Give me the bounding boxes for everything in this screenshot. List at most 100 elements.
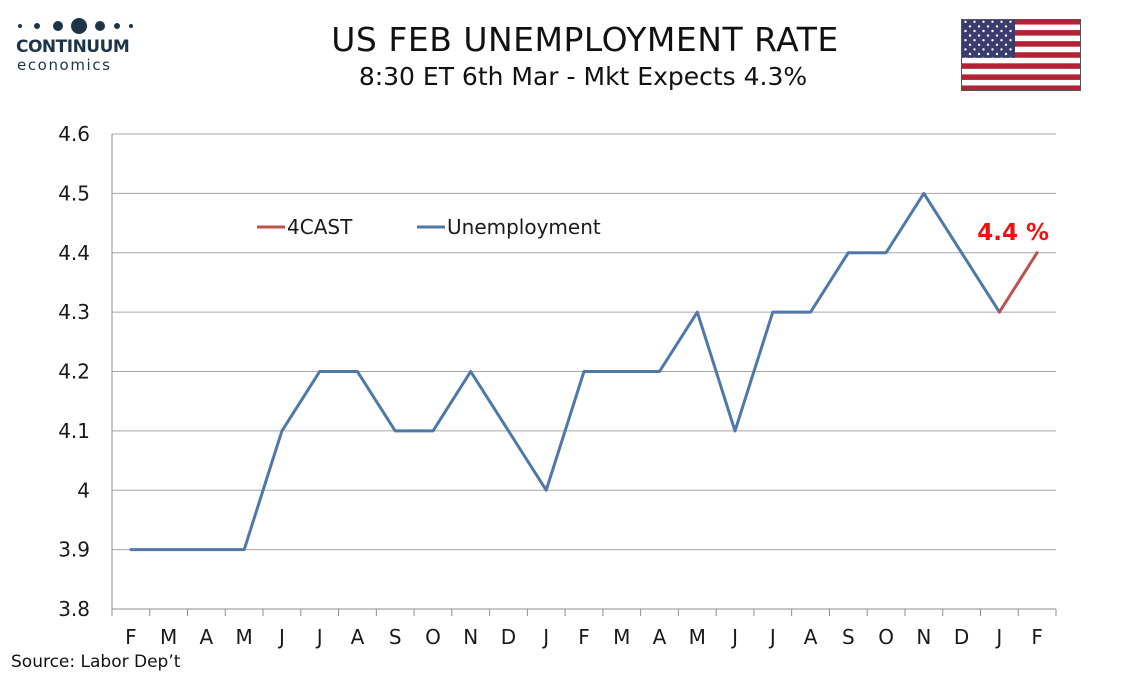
- flag-star: [964, 39, 967, 42]
- flag-star: [982, 39, 985, 42]
- flag-star: [1009, 48, 1012, 51]
- flag-star: [1000, 57, 1003, 60]
- x-tick-label: J: [315, 625, 323, 649]
- flag-star: [995, 43, 999, 46]
- flag-stripe: [961, 63, 1081, 69]
- us-flag-icon: [961, 19, 1081, 91]
- flag-star: [1000, 20, 1003, 23]
- x-tick-label: J: [541, 625, 549, 649]
- flag-star: [973, 48, 976, 51]
- flag-star: [995, 25, 999, 28]
- x-tick-label: M: [613, 625, 630, 649]
- x-tick-label: J: [768, 625, 776, 649]
- x-tick-label: D: [501, 625, 516, 649]
- x-tick-label: O: [878, 625, 894, 649]
- y-tick-label: 3.9: [58, 538, 90, 562]
- flag-star: [982, 57, 985, 60]
- x-tick-label: S: [842, 625, 855, 649]
- flag-star: [964, 29, 967, 33]
- y-tick-label: 4.4: [58, 241, 90, 265]
- x-tick-label: A: [200, 625, 214, 649]
- flag-star: [982, 20, 985, 23]
- x-tick-label: J: [730, 625, 738, 649]
- y-tick-label: 4.5: [58, 181, 90, 205]
- flag-star: [1009, 57, 1012, 60]
- flag-star: [991, 39, 994, 42]
- y-tick-label: 4.6: [58, 122, 90, 146]
- flag-stripe: [961, 85, 1081, 91]
- y-tick-label: 4: [77, 478, 90, 502]
- flag-star: [973, 39, 976, 42]
- flag-stripe: [961, 41, 1081, 47]
- x-tick-label: A: [351, 625, 365, 649]
- flag-star: [995, 34, 999, 37]
- y-tick-label: 4.3: [58, 300, 90, 324]
- x-tick-label: M: [236, 625, 253, 649]
- y-tick-label: 4.1: [58, 419, 90, 443]
- flag-star: [977, 25, 981, 28]
- flag-star: [986, 25, 990, 28]
- flag-star: [977, 52, 981, 56]
- flag-star: [1004, 52, 1008, 56]
- continuum-economics-logo: CONTINUUM economics: [14, 14, 144, 76]
- flag-star: [964, 57, 967, 60]
- forecast-annotation: 4.4 %: [977, 220, 1049, 246]
- logo-wordmark: CONTINUUM: [16, 37, 130, 57]
- flag-star: [968, 25, 972, 28]
- flag-star: [995, 52, 999, 56]
- flag-star: [1009, 20, 1012, 23]
- chart-source: Source: Labor Dep’t: [11, 652, 181, 672]
- flag-star: [982, 48, 985, 51]
- flag-stripe: [961, 52, 1081, 58]
- flag-star: [1004, 34, 1008, 37]
- flag-star: [973, 57, 976, 60]
- x-tick-label: F: [578, 625, 590, 649]
- forecast-line: [997, 251, 1039, 314]
- flag-stripe: [961, 30, 1081, 36]
- flag-star: [991, 57, 994, 60]
- flag-star: [977, 34, 981, 37]
- flag-star: [1000, 48, 1003, 51]
- y-tick-label: 4.2: [58, 360, 90, 384]
- flag-stripe: [961, 74, 1081, 80]
- legend-label-4cast: 4CAST: [287, 215, 353, 239]
- flag-star: [1009, 39, 1012, 42]
- flag-star: [986, 43, 990, 46]
- x-tick-label: A: [653, 625, 667, 649]
- flag-star: [991, 29, 994, 33]
- x-tick-label: O: [425, 625, 441, 649]
- flag-star: [973, 29, 976, 33]
- flag-star: [1009, 29, 1012, 33]
- x-tick-label: F: [125, 625, 137, 649]
- flag-star: [964, 20, 967, 23]
- x-tick-label: M: [689, 625, 706, 649]
- x-tick-label: A: [804, 625, 818, 649]
- flag-star: [982, 29, 985, 33]
- flag-star: [986, 34, 990, 37]
- flag-star: [973, 20, 976, 23]
- logo-subtext: economics: [17, 56, 112, 74]
- flag-border: [961, 19, 1081, 91]
- flag-star: [964, 48, 967, 51]
- logo-dots-icon: [18, 18, 133, 34]
- x-tick-label: D: [954, 625, 969, 649]
- flag-star: [991, 20, 994, 23]
- chart-subtitle: 8:30 ET 6th Mar - Mkt Expects 4.3%: [358, 62, 808, 91]
- x-tick-label: M: [160, 625, 177, 649]
- unemployment-line: [129, 191, 1001, 552]
- flag-star: [977, 43, 981, 46]
- flag-star: [991, 48, 994, 51]
- x-tick-label: J: [994, 625, 1002, 649]
- x-tick-label: F: [1031, 625, 1043, 649]
- flag-star: [968, 43, 972, 46]
- flag-star: [968, 34, 972, 37]
- flag-star: [1000, 29, 1003, 33]
- x-tick-label: S: [389, 625, 402, 649]
- flag-star: [1004, 43, 1008, 46]
- flag-star: [968, 52, 972, 56]
- legend-label-unemployment: Unemployment: [447, 215, 601, 239]
- flag-star: [1004, 25, 1008, 28]
- x-tick-label: N: [916, 625, 931, 649]
- flag-star: [986, 52, 990, 56]
